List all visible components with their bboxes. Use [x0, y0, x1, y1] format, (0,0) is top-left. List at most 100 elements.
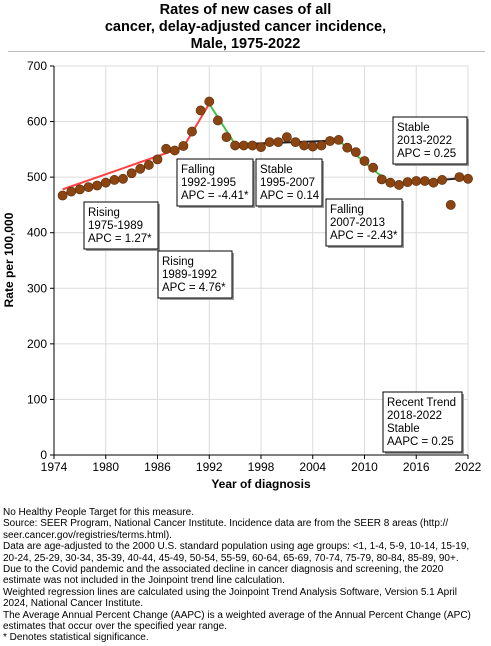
data-point — [66, 186, 77, 197]
annotation-text: Rising — [88, 207, 120, 219]
x-tick-label: 2022 — [455, 460, 482, 474]
data-point — [368, 162, 379, 173]
annotation-frame — [157, 250, 233, 299]
data-point — [143, 160, 154, 170]
x-tick-label: 2016 — [403, 460, 430, 474]
footnote-line: Due to the Covid pandemic and the associ… — [3, 564, 444, 576]
data-point — [195, 105, 206, 116]
annotation-text: 2013-2022 — [397, 135, 452, 147]
annotation-text: 2007-2013 — [330, 217, 385, 229]
data-point — [419, 176, 430, 186]
data-point — [428, 177, 439, 188]
data-point — [100, 177, 111, 188]
annotation-frame — [392, 116, 468, 165]
footnote-line: estimates that occur over the specified … — [3, 621, 228, 633]
footnote-line: 20-24, 25-29, 30-34, 35-39, 40-44, 45-49… — [3, 552, 459, 564]
data-point — [437, 175, 448, 185]
data-point — [445, 200, 456, 210]
data-point — [118, 173, 128, 184]
annotation-text: APC = 1.27* — [88, 233, 152, 245]
data-point — [221, 132, 232, 143]
data-point — [109, 175, 120, 185]
y-tick-label: 500 — [27, 170, 47, 184]
y-tick-label: 100 — [27, 392, 47, 406]
data-point — [325, 136, 335, 146]
annotation-text: Stable — [387, 423, 420, 435]
data-point — [135, 163, 146, 174]
footnote-line: estimate was not included in the Joinpoi… — [3, 575, 285, 587]
y-axis-label: Rate per 100,000 — [2, 212, 16, 307]
data-point — [169, 145, 180, 156]
x-axis-label: Year of diagnosis — [211, 477, 311, 491]
annotation-text: Stable — [397, 122, 430, 134]
data-point — [126, 168, 137, 179]
y-tick-label: 300 — [27, 281, 47, 295]
footnote-line: No Healthy People Target for this measur… — [3, 507, 195, 518]
data-point — [342, 142, 353, 153]
data-point — [204, 96, 215, 107]
annotation-text: Falling — [330, 204, 364, 216]
data-point — [376, 174, 387, 185]
annotation-text: Recent Trend — [387, 397, 456, 409]
annotation-text: 1989-1992 — [162, 269, 217, 281]
data-points — [57, 96, 473, 210]
annotation-text: APC = 0.14 — [260, 190, 320, 202]
annotation-text: AAPC = 0.25 — [387, 436, 454, 448]
annotation-frame — [176, 158, 254, 207]
data-point — [247, 140, 258, 151]
annotation-text: APC = -2.43* — [330, 230, 398, 242]
data-point — [394, 180, 404, 190]
annotation-text: APC = 4.76* — [162, 282, 226, 294]
data-point — [187, 126, 197, 137]
chart-title-line-1: Rates of new cases of all — [159, 2, 332, 18]
incidence-chart: 0 100 200 300 400 500 600 700 1974 1980 1986 1992 19… — [2, 59, 482, 491]
data-point — [411, 176, 422, 186]
title-divider — [8, 51, 485, 52]
data-point — [281, 132, 292, 143]
data-point — [256, 142, 266, 153]
axes: 0 100 200 300 400 500 600 700 1974 1980 1986 1992 19… — [27, 59, 482, 474]
footnote-line: seer.cancer.gov/registries/terms.html). — [3, 529, 172, 541]
data-point — [385, 177, 396, 188]
chart-title-line-2: cancer, delay-adjusted cancer incidence, — [104, 19, 387, 35]
data-point — [152, 154, 163, 165]
x-tick-label: 1992 — [196, 460, 223, 474]
data-point — [359, 156, 370, 166]
y-tick-label: 600 — [27, 115, 47, 129]
footnotes: No Healthy People Target for this measur… — [3, 507, 489, 644]
x-tick-label: 1986 — [144, 460, 171, 474]
annotation-text: Rising — [162, 256, 194, 268]
footnote-line: Data are age-adjusted to the 2000 U.S. s… — [3, 541, 470, 553]
data-point — [273, 137, 284, 148]
footnote-line: * Denotes statistical significance. — [3, 632, 149, 644]
y-tick-label: 0 — [40, 448, 47, 462]
annotation-text: 1975-1989 — [88, 220, 143, 232]
data-point — [238, 140, 249, 151]
data-point — [161, 143, 172, 154]
annotation-frame — [325, 198, 403, 247]
x-tick-label: 1974 — [41, 460, 68, 474]
data-point — [83, 182, 94, 193]
data-point — [350, 147, 361, 158]
data-point — [307, 141, 318, 152]
y-tick-label: 200 — [27, 337, 47, 351]
x-tick-label: 1998 — [248, 460, 275, 474]
y-tick-label: 400 — [27, 226, 47, 240]
annotation-text: Falling — [181, 164, 215, 176]
data-point — [92, 180, 103, 191]
data-point — [74, 184, 85, 195]
data-point — [57, 190, 68, 201]
x-tick-label: 1980 — [92, 460, 119, 474]
annotation-frame — [255, 158, 323, 207]
chart-title-line-3: Male, 1975-2022 — [190, 36, 301, 52]
data-point — [402, 177, 413, 188]
annotation-text: 1995-2007 — [260, 177, 315, 189]
footnote-line: Weighted regression lines are calculated… — [3, 586, 457, 598]
data-point — [212, 115, 223, 126]
